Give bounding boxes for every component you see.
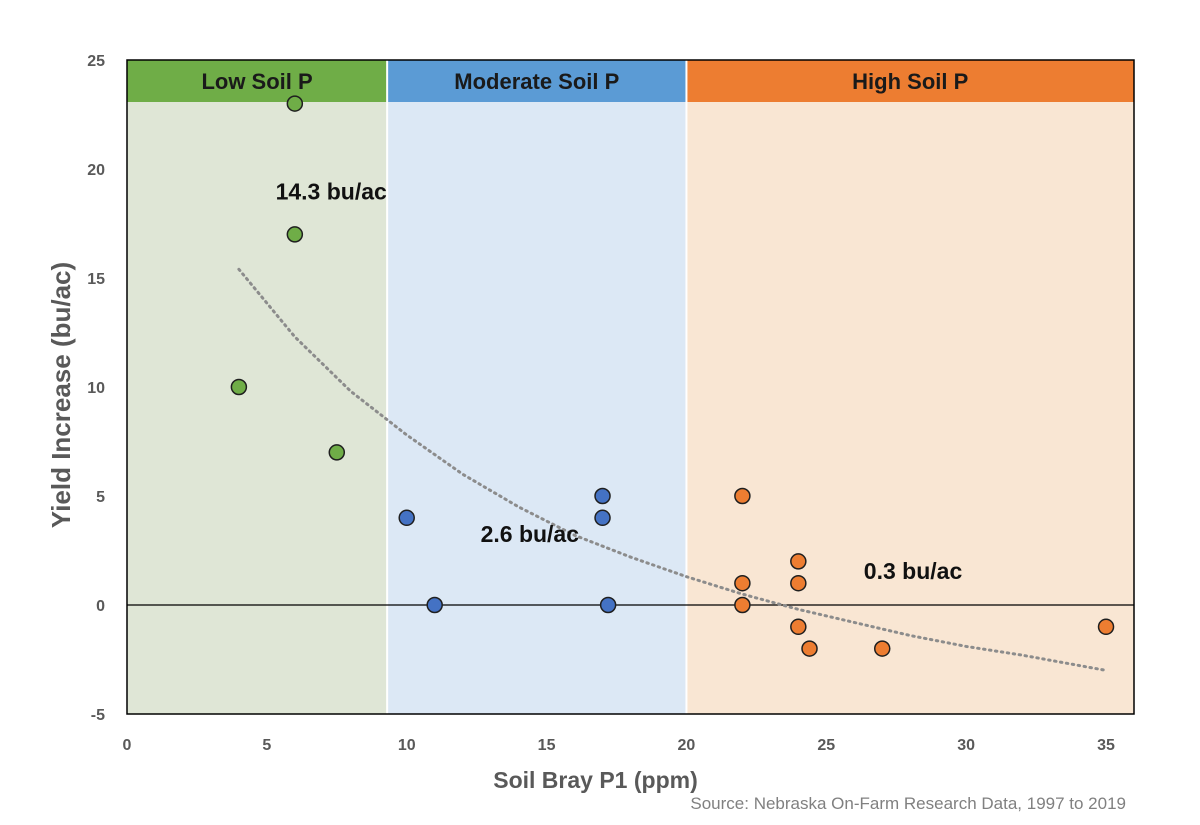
data-point-s1-0 (398, 509, 415, 527)
data-point-s2-4 (790, 574, 807, 592)
trendline (237, 267, 1108, 672)
data-points (230, 95, 1115, 657)
y-axis-title: Yield Increase (bu/ac) (46, 262, 76, 528)
band-header-0 (127, 60, 388, 102)
data-point-s0-1 (286, 226, 304, 243)
plot-frame (126, 59, 1135, 715)
x-tick-label-5: 25 (817, 737, 835, 754)
data-point-s0-0 (286, 95, 304, 112)
band-region-1 (387, 60, 687, 714)
data-point-s2-3 (790, 553, 807, 570)
data-point-s0-2 (230, 378, 248, 396)
x-tick-label-6: 30 (957, 737, 975, 754)
y-tick-label-0: -5 (91, 707, 105, 724)
y-tick-label-5: 20 (87, 162, 105, 179)
data-point-s0-3 (328, 444, 346, 461)
x-tick-label-3: 15 (538, 737, 556, 754)
x-axis-title: Soil Bray P1 (ppm) (493, 767, 697, 793)
band-label-1: Moderate Soil P (454, 69, 619, 94)
annotation-2: 0.3 bu/ac (864, 558, 963, 584)
data-point-s1-3 (594, 509, 611, 527)
annotations: 14.3 bu/ac 2.6 bu/ac 0.3 bu/ac (276, 179, 963, 584)
y-tick-label-3: 10 (87, 380, 105, 397)
x-tick-label-2: 10 (398, 737, 416, 754)
trendline-path (237, 267, 1108, 672)
data-point-s2-6 (801, 640, 818, 657)
data-point-s1-4 (599, 596, 617, 614)
band-label-0: Low Soil P (201, 69, 312, 94)
data-point-s2-0 (734, 487, 751, 505)
x-tick-label-1: 5 (262, 737, 271, 754)
data-point-s2-5 (790, 618, 807, 636)
band-header-2 (686, 60, 1134, 102)
plot-border (126, 59, 1135, 715)
data-point-s2-8 (1097, 618, 1115, 636)
band-label-2: High Soil P (852, 69, 968, 94)
x-tick-label-4: 20 (678, 737, 696, 754)
x-tick-label-0: 0 (123, 737, 132, 754)
y-tick-label-1: 0 (96, 598, 105, 615)
band-region-2 (686, 60, 1134, 714)
data-point-s1-2 (594, 487, 611, 505)
region-bands: Low Soil P Moderate Soil P High Soil P (127, 60, 1134, 714)
band-region-0 (127, 60, 388, 714)
band-header-1 (387, 60, 687, 102)
annotation-1: 2.6 bu/ac (481, 521, 580, 547)
y-tick-label-6: 25 (87, 53, 105, 70)
annotation-0: 14.3 bu/ac (276, 179, 387, 205)
y-tick-label-4: 15 (87, 271, 105, 288)
axes: 0 5 10 15 20 25 30 35 -5 0 5 10 15 20 25 Soil Bray P1 (… (46, 53, 1115, 793)
data-point-s2-1 (734, 574, 751, 592)
y-tick-label-2: 5 (96, 489, 105, 506)
data-point-s2-7 (874, 640, 891, 657)
data-point-s2-2 (734, 596, 751, 614)
x-tick-label-7: 35 (1097, 737, 1115, 754)
source-note: Source: Nebraska On-Farm Research Data, … (690, 794, 1126, 813)
data-point-s1-1 (426, 596, 443, 614)
